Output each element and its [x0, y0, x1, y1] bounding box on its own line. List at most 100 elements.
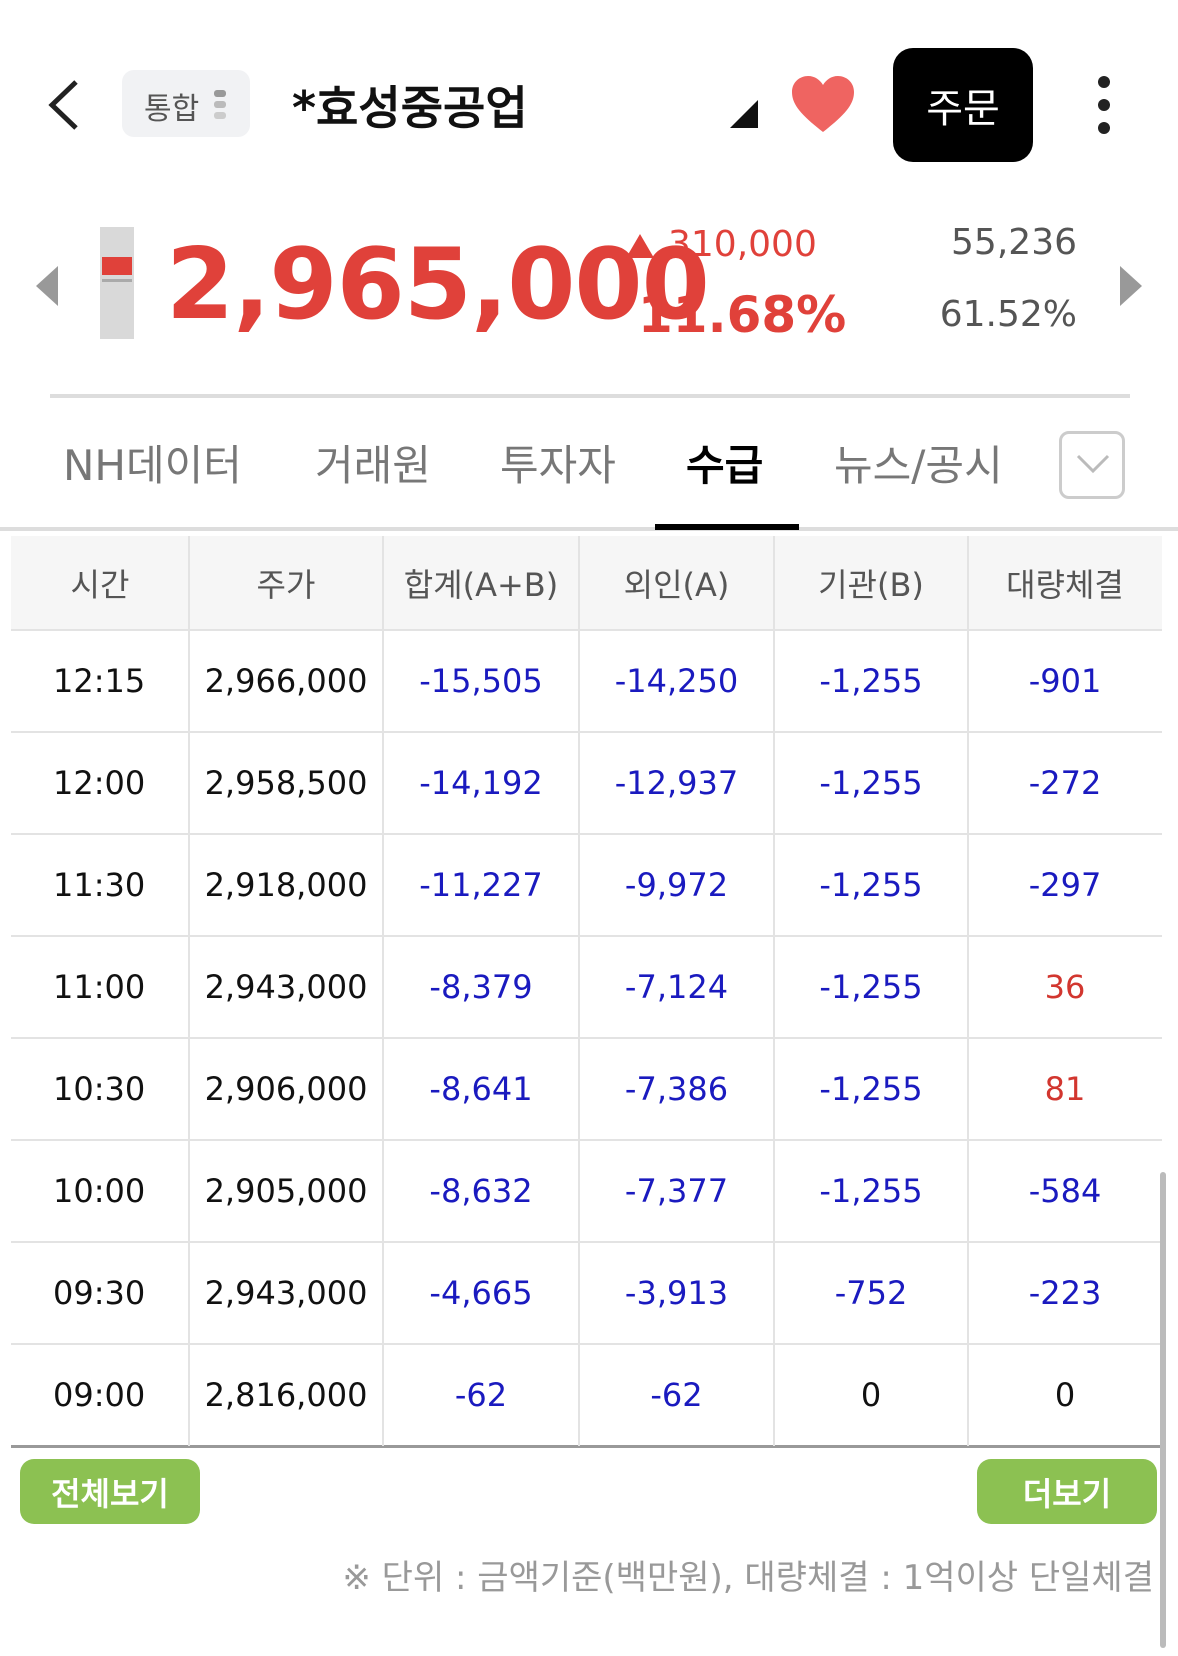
table-cell: -3,913 — [624, 1274, 729, 1312]
order-button[interactable]: 주문 — [893, 48, 1033, 162]
table-cell: -901 — [1028, 662, 1102, 700]
table-cell: 2,905,000 — [204, 1172, 368, 1210]
column-header: 합계(A+B) — [403, 566, 559, 604]
table-header-bg — [11, 536, 1162, 630]
current-price: 2,965,000 — [166, 228, 710, 342]
table-cell: -752 — [834, 1274, 908, 1312]
row-line — [11, 935, 1162, 937]
table-cell: -223 — [1028, 1274, 1102, 1312]
column-header: 대량체결 — [1006, 566, 1124, 604]
table-cell: 0 — [860, 1376, 882, 1414]
table-cell: -1,255 — [819, 968, 923, 1006]
table-cell: -14,192 — [419, 764, 543, 802]
column-header: 외인(A) — [623, 566, 730, 604]
table-cell: 11:00 — [53, 968, 146, 1006]
stock-name[interactable]: *효성중공업 — [292, 81, 528, 135]
table-bottom-line — [11, 1445, 1162, 1448]
table-cell: 2,958,500 — [204, 764, 368, 802]
table-cell: 2,943,000 — [204, 1274, 368, 1312]
column-header: 주가 — [256, 566, 316, 604]
row-line — [11, 731, 1162, 733]
active-tab-underline — [655, 524, 799, 530]
footnote: ※ 단위 : 금액기준(백만원), 대량체결 : 1억이상 단일체결 — [342, 1558, 1154, 1598]
table-cell: 12:00 — [53, 764, 146, 802]
back-button[interactable] — [44, 78, 84, 132]
table-cell: 09:00 — [53, 1376, 146, 1414]
view-all-button[interactable]: 전체보기 — [20, 1459, 200, 1524]
column-line — [188, 536, 190, 1446]
badge-icon — [214, 90, 226, 119]
more-menu[interactable] — [1094, 74, 1114, 136]
table-cell: -15,505 — [419, 662, 543, 700]
tab[interactable]: 뉴스/공시 — [834, 441, 1003, 490]
column-line — [382, 536, 384, 1446]
table-cell: -8,632 — [429, 1172, 533, 1210]
column-line — [578, 536, 580, 1446]
divider — [50, 394, 1130, 398]
more-button[interactable]: 더보기 — [977, 1459, 1157, 1524]
column-header: 기관(B) — [818, 566, 924, 604]
table-cell: 09:30 — [53, 1274, 146, 1312]
dropdown-corner — [730, 100, 758, 128]
volume-rate: 61.52% — [939, 294, 1077, 335]
table-cell: -1,255 — [819, 764, 923, 802]
table-cell: -7,124 — [624, 968, 729, 1006]
table-cell: 10:30 — [53, 1070, 146, 1108]
table-cell: 11:30 — [53, 866, 146, 904]
table-cell: -14,250 — [614, 662, 739, 700]
row-line — [11, 1241, 1162, 1243]
tab[interactable]: 수급 — [686, 441, 764, 490]
table-cell: 36 — [1044, 968, 1086, 1006]
table-cell: -8,641 — [429, 1070, 533, 1108]
row-line — [11, 1037, 1162, 1039]
tab[interactable]: NH데이터 — [63, 441, 242, 490]
scrollbar — [1160, 1172, 1166, 1648]
table-cell: 2,918,000 — [204, 866, 368, 904]
table-cell: 2,906,000 — [204, 1070, 368, 1108]
column-line — [773, 536, 775, 1446]
table-cell: 2,816,000 — [204, 1376, 368, 1414]
table-cell: 0 — [1054, 1376, 1076, 1414]
tab-separator — [0, 527, 1178, 531]
row-line — [11, 1139, 1162, 1141]
header-line — [11, 629, 1162, 631]
table-cell: -1,255 — [819, 1070, 923, 1108]
table-cell: -8,379 — [429, 968, 533, 1006]
change-rate: 11.68% — [638, 286, 847, 344]
badge[interactable]: 통합 — [122, 70, 250, 137]
price-bar-icon — [100, 227, 134, 339]
table-cell: 2,943,000 — [204, 968, 368, 1006]
badge-text: 통합 — [144, 92, 200, 127]
price-change: 310,000 — [668, 224, 817, 265]
next-arrow[interactable] — [1118, 266, 1142, 306]
table-cell: -62 — [650, 1376, 703, 1414]
volume: 55,236 — [951, 222, 1077, 263]
row-line — [11, 833, 1162, 835]
table-cell: -1,255 — [819, 1172, 923, 1210]
table-cell: -7,377 — [624, 1172, 729, 1210]
tab[interactable]: 거래원 — [315, 441, 431, 490]
table-cell: 10:00 — [53, 1172, 146, 1210]
table-cell: -272 — [1028, 764, 1102, 802]
chevron — [1076, 454, 1110, 474]
table-cell: -7,386 — [624, 1070, 729, 1108]
table-cell: -4,665 — [429, 1274, 533, 1312]
table-cell: -1,255 — [819, 662, 923, 700]
column-line — [967, 536, 969, 1446]
table-cell: -584 — [1028, 1172, 1102, 1210]
table-cell: 81 — [1044, 1070, 1086, 1108]
table-cell: -9,972 — [624, 866, 729, 904]
table-cell: 2,966,000 — [204, 662, 368, 700]
tab-dropdown[interactable] — [1059, 431, 1125, 499]
table-cell: -297 — [1028, 866, 1102, 904]
table-cell: -11,227 — [419, 866, 543, 904]
column-header: 시간 — [70, 566, 130, 604]
table-cell: 12:15 — [53, 662, 146, 700]
table-cell: -12,937 — [614, 764, 739, 802]
tab[interactable]: 투자자 — [500, 441, 616, 490]
up-triangle — [626, 234, 654, 258]
table-cell: -62 — [454, 1376, 508, 1414]
favorite-heart[interactable] — [790, 74, 856, 136]
prev-arrow[interactable] — [36, 266, 60, 306]
